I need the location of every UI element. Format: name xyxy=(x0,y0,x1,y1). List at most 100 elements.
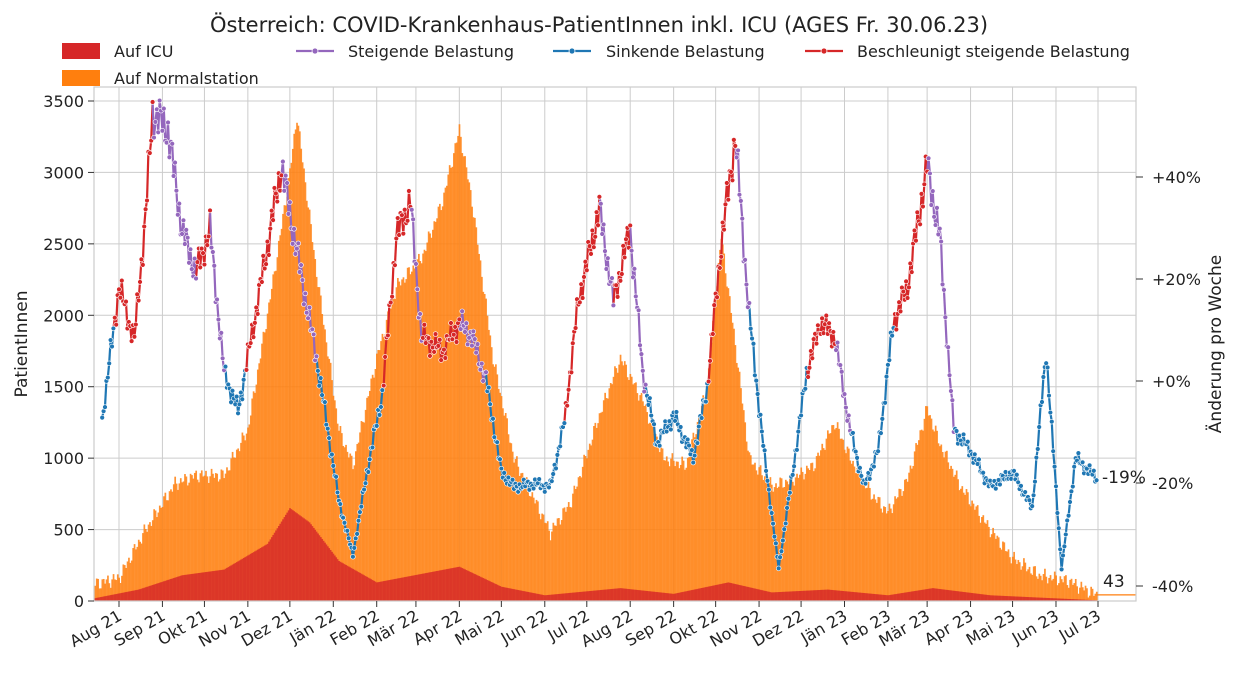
normal-bar xyxy=(1084,585,1087,601)
icu-bar xyxy=(702,587,705,601)
icu-bar xyxy=(770,592,773,601)
normal-bar xyxy=(622,365,625,601)
trend-segment xyxy=(110,328,115,347)
normal-bar xyxy=(259,358,262,601)
icu-bar xyxy=(150,585,153,601)
trend-point xyxy=(271,185,278,191)
icu-bar xyxy=(198,573,200,601)
trend-point xyxy=(200,250,206,256)
normal-bar xyxy=(492,364,494,601)
icu-bar xyxy=(833,590,836,601)
trend-point xyxy=(794,447,800,453)
icu-bar xyxy=(423,573,426,601)
icu-bar xyxy=(848,591,850,601)
normal-bar xyxy=(255,384,258,601)
normal-bar xyxy=(909,465,912,601)
normal-bar xyxy=(608,388,611,601)
y-right-tick-label: +20% xyxy=(1152,270,1201,289)
trend-point xyxy=(1046,392,1052,399)
normal-bar xyxy=(168,491,171,601)
trend-point xyxy=(264,238,271,245)
normal-bar xyxy=(848,448,850,601)
normal-bar xyxy=(399,285,402,601)
trend-point xyxy=(140,262,146,268)
icu-bar xyxy=(812,590,815,601)
icu-bar xyxy=(172,578,175,601)
icu-bar xyxy=(1038,597,1041,601)
icu-bar xyxy=(777,592,780,601)
icu-bar xyxy=(496,584,499,601)
normal-bar xyxy=(831,425,833,601)
normal-bar xyxy=(511,451,514,601)
icu-bar xyxy=(912,591,915,601)
icu-bar xyxy=(734,584,737,601)
normal-bar xyxy=(747,450,749,601)
icu-bar xyxy=(717,584,720,601)
icu-bar xyxy=(380,581,382,601)
normal-bar xyxy=(936,430,938,601)
icu-bar xyxy=(1031,597,1034,601)
icu-bar xyxy=(461,568,464,601)
normal-bar xyxy=(483,294,486,601)
icu-bar xyxy=(406,576,409,601)
trend-point xyxy=(358,503,364,510)
normal-bar xyxy=(397,277,399,601)
trend-point xyxy=(591,244,597,250)
normal-bar xyxy=(1088,595,1091,601)
trend-point xyxy=(798,412,804,419)
icu-bar xyxy=(234,562,237,601)
trend-point xyxy=(400,230,407,237)
trend-point xyxy=(287,199,293,205)
icu-bar xyxy=(1041,597,1043,601)
trend-point xyxy=(718,254,724,260)
normal-bar xyxy=(723,253,726,601)
normal-bar xyxy=(814,468,817,601)
trend-point xyxy=(775,565,782,572)
normal-bar xyxy=(311,242,314,602)
icu-bar xyxy=(890,594,892,601)
trend-point xyxy=(554,452,561,458)
normal-bar xyxy=(1083,590,1085,601)
normal-bar xyxy=(282,213,284,602)
normal-bar xyxy=(391,298,394,601)
normal-bar xyxy=(1037,578,1039,601)
normal-bar xyxy=(284,205,287,602)
icu-bar xyxy=(136,589,139,601)
icu-bar xyxy=(569,592,571,601)
trend-point xyxy=(735,147,741,154)
icu-bar xyxy=(838,590,840,601)
trend-point xyxy=(582,259,589,265)
icu-bar xyxy=(347,566,350,601)
normal-bar xyxy=(915,443,917,601)
normal-bar xyxy=(437,206,440,601)
normal-bar xyxy=(794,477,797,601)
icu-bar xyxy=(995,595,997,601)
icu-bar xyxy=(937,588,940,601)
trend-point xyxy=(854,455,860,461)
normal-bar xyxy=(808,470,811,601)
normal-bar xyxy=(633,383,636,601)
icu-bar xyxy=(369,578,371,601)
normal-bar xyxy=(769,477,772,601)
trend-point xyxy=(913,237,919,244)
normal-bar xyxy=(451,166,454,601)
icu-bar xyxy=(918,590,920,602)
trend-segment xyxy=(379,390,384,408)
icu-bar xyxy=(1048,598,1050,601)
normal-bar xyxy=(217,481,220,601)
normal-bar xyxy=(1004,551,1007,601)
legend-label-icu: Auf ICU xyxy=(114,42,173,61)
normal-bar xyxy=(363,422,366,601)
normal-bar xyxy=(906,481,909,601)
icu-bar xyxy=(105,595,108,601)
trend-point xyxy=(883,373,890,380)
trend-point xyxy=(266,252,272,258)
icu-bar xyxy=(280,521,283,601)
icu-bar xyxy=(601,589,604,601)
trend-point xyxy=(361,486,367,493)
trend-point xyxy=(557,443,563,450)
normal-bar xyxy=(509,442,511,601)
icu-bar xyxy=(156,583,158,601)
icu-bar xyxy=(373,580,375,601)
icu-bar xyxy=(807,590,810,601)
